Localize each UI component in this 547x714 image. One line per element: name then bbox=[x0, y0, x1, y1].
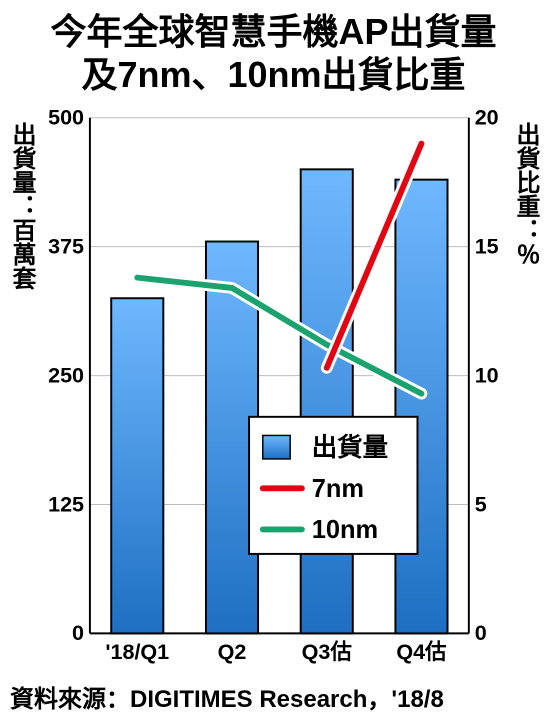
svg-text:0: 0 bbox=[475, 622, 487, 646]
chart-title: 今年全球智慧手機AP出貨量 及7nm、10nm出貨比重 bbox=[0, 0, 547, 102]
chart-svg: 0 125 250 375 500 0 5 10 15 20 '18/Q1 Q2 Q3估 Q4估 出貨量 7n… bbox=[39, 102, 508, 675]
svg-text:Q4估: Q4估 bbox=[396, 640, 447, 664]
svg-text:10nm: 10nm bbox=[312, 517, 378, 545]
bar bbox=[301, 170, 353, 634]
title-line-1: 今年全球智慧手機AP出貨量 bbox=[8, 10, 539, 53]
title-line-2: 及7nm、10nm出貨比重 bbox=[8, 53, 539, 96]
svg-text:7nm: 7nm bbox=[312, 475, 364, 503]
svg-text:250: 250 bbox=[48, 364, 84, 388]
source-footer: 資料來源：DIGITIMES Research，'18/8 bbox=[0, 675, 547, 714]
svg-text:375: 375 bbox=[48, 235, 84, 259]
svg-text:0: 0 bbox=[72, 622, 84, 646]
svg-text:Q3估: Q3估 bbox=[302, 640, 353, 664]
legend: 出貨量 7nm 10nm bbox=[249, 417, 417, 554]
bar bbox=[395, 180, 447, 634]
svg-text:125: 125 bbox=[48, 493, 84, 517]
svg-text:Q2: Q2 bbox=[218, 640, 247, 664]
chart-container: 今年全球智慧手機AP出貨量 及7nm、10nm出貨比重 出貨量：百萬套 0 125… bbox=[0, 0, 547, 713]
svg-text:15: 15 bbox=[475, 235, 499, 259]
svg-text:10: 10 bbox=[475, 364, 499, 388]
bar bbox=[111, 299, 163, 634]
plot-area: 出貨量：百萬套 0 125 250 375 500 0 5 10 15 20 '18/Q1 Q2 Q3估… bbox=[0, 102, 547, 675]
svg-text:5: 5 bbox=[475, 493, 487, 517]
svg-text:'18/Q1: '18/Q1 bbox=[105, 640, 169, 664]
y-axis-left-label: 出貨量：百萬套 bbox=[4, 102, 39, 675]
svg-text:20: 20 bbox=[475, 106, 499, 130]
svg-text:出貨量: 出貨量 bbox=[312, 433, 388, 462]
svg-text:500: 500 bbox=[48, 106, 84, 130]
y-axis-right-label: 出貨比重：％ bbox=[508, 102, 543, 675]
